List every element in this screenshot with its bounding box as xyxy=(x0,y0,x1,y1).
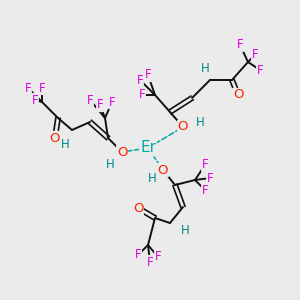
Text: Er: Er xyxy=(140,140,156,155)
Text: F: F xyxy=(87,94,93,106)
Text: F: F xyxy=(139,88,145,101)
Text: H: H xyxy=(61,139,69,152)
Text: F: F xyxy=(237,38,243,52)
Text: O: O xyxy=(178,121,188,134)
Text: F: F xyxy=(25,82,31,94)
Text: F: F xyxy=(39,82,45,94)
Text: F: F xyxy=(147,256,153,268)
Text: O: O xyxy=(50,131,60,145)
Text: F: F xyxy=(145,68,151,82)
Text: F: F xyxy=(257,64,263,76)
Text: H: H xyxy=(196,116,204,128)
Text: O: O xyxy=(233,88,243,101)
Text: Er: Er xyxy=(140,140,156,155)
Text: F: F xyxy=(137,74,143,86)
Text: F: F xyxy=(202,184,208,196)
Text: F: F xyxy=(202,158,208,172)
Text: H: H xyxy=(106,158,114,170)
Text: F: F xyxy=(32,94,38,106)
Text: H: H xyxy=(201,61,209,74)
Text: F: F xyxy=(97,98,103,112)
Text: F: F xyxy=(155,250,161,263)
Text: O: O xyxy=(158,164,168,176)
Text: H: H xyxy=(181,224,189,236)
Text: F: F xyxy=(207,172,213,184)
Text: F: F xyxy=(109,95,115,109)
Text: F: F xyxy=(252,49,258,62)
Text: H: H xyxy=(148,172,156,185)
Text: F: F xyxy=(135,248,141,262)
Text: O: O xyxy=(133,202,143,214)
Text: O: O xyxy=(117,146,127,158)
